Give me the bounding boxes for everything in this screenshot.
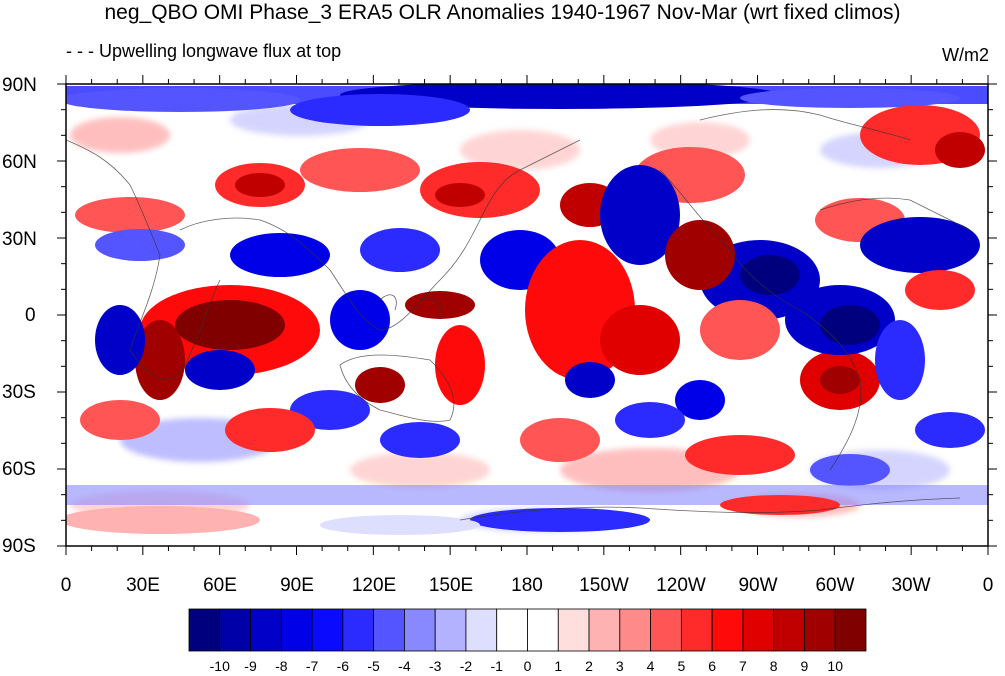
colorbar-swatch bbox=[280, 608, 313, 652]
colorbar-tick-label: -4 bbox=[398, 658, 411, 674]
colorbar-swatch bbox=[804, 608, 836, 652]
colorbar-swatch bbox=[527, 608, 559, 652]
coastlines bbox=[66, 109, 971, 521]
colorbar-tick-label: -9 bbox=[244, 658, 257, 674]
lat-label-60n: 60N bbox=[2, 152, 37, 173]
colorbar-tick-label: -10 bbox=[209, 658, 230, 674]
colorbar-swatch bbox=[250, 608, 282, 652]
colorbar-swatch bbox=[342, 608, 375, 652]
colorbar-swatch bbox=[588, 608, 621, 652]
colorbar-swatch bbox=[557, 608, 590, 652]
lon-label-0: 0 bbox=[60, 575, 72, 596]
lat-label-60s: 60S bbox=[2, 459, 36, 480]
lat-label-30n: 30N bbox=[2, 229, 37, 250]
colorbar-swatch bbox=[834, 608, 867, 652]
anomaly-field bbox=[66, 84, 988, 546]
colorbar-tick-label: 2 bbox=[585, 658, 593, 674]
colorbar-swatch bbox=[219, 608, 251, 652]
colorbar-tick-label: 7 bbox=[739, 658, 747, 674]
colorbar-swatch bbox=[680, 608, 713, 652]
lat-label-30s: 30S bbox=[2, 382, 36, 403]
colorbar-swatch bbox=[404, 608, 436, 652]
colorbar-tick-label: 0 bbox=[523, 658, 532, 674]
lat-label-eq: 0 bbox=[25, 305, 36, 326]
colorbar-swatch bbox=[742, 608, 775, 652]
lon-label-120e: 120E bbox=[351, 575, 397, 596]
colorbar-tick-label: -8 bbox=[275, 658, 288, 674]
colorbar-tick-label: 3 bbox=[615, 658, 624, 674]
colorbar-tick-label: 8 bbox=[769, 658, 778, 674]
colorbar-tick-label: -6 bbox=[336, 658, 350, 674]
lon-label-150e: 150E bbox=[428, 575, 474, 596]
colorbar-swatch bbox=[434, 608, 467, 652]
colorbar-tick-label: -7 bbox=[305, 658, 319, 674]
lon-label-90w: 90W bbox=[738, 575, 778, 596]
colorbar-tick-label: 4 bbox=[646, 658, 655, 674]
colorbar-swatch bbox=[465, 608, 498, 652]
colorbar-swatch bbox=[773, 608, 805, 652]
lon-label-60w: 60W bbox=[815, 575, 855, 596]
colorbar-tick-label: -1 bbox=[490, 658, 503, 674]
colorbar-tick-label: 10 bbox=[827, 658, 844, 674]
plot-title: neg_QBO OMI Phase_3 ERA5 OLR Anomalies 1… bbox=[104, 1, 901, 24]
colorbar-swatch bbox=[619, 608, 651, 652]
lon-label-30e: 30E bbox=[126, 575, 160, 596]
lon-label-30w: 30W bbox=[891, 575, 931, 596]
lon-label-150w: 150W bbox=[579, 575, 629, 596]
colorbar-tick-label: 6 bbox=[708, 658, 717, 674]
colorbar-swatch bbox=[311, 608, 344, 652]
colorbar-tick-label: -3 bbox=[428, 658, 442, 674]
lon-label-180: 180 bbox=[511, 575, 543, 596]
lat-label-90n: 90N bbox=[2, 75, 37, 96]
variable-description: - - - Upwelling longwave flux at top bbox=[66, 41, 342, 61]
lon-label-60e: 60E bbox=[203, 575, 237, 596]
lon-label-0-right: 0 bbox=[982, 575, 994, 596]
colorbar-tick-label: -5 bbox=[367, 658, 380, 674]
colorbar-swatch bbox=[711, 608, 744, 652]
lon-label-90e: 90E bbox=[280, 575, 314, 596]
colorbar-swatch bbox=[188, 608, 221, 652]
colorbar-tick-label: 1 bbox=[554, 658, 563, 674]
colorbar-tick-label: 9 bbox=[800, 658, 809, 674]
colorbar-swatch bbox=[650, 608, 682, 652]
lon-label-120w: 120W bbox=[656, 575, 706, 596]
colorbar-swatch bbox=[373, 608, 405, 652]
colorbar-tick-label: -2 bbox=[459, 658, 473, 674]
colorbar-tick-label: 5 bbox=[677, 658, 686, 674]
colorbar bbox=[188, 608, 867, 652]
colorbar-swatch bbox=[496, 608, 528, 652]
units-label: W/m2 bbox=[942, 45, 989, 65]
lat-label-90s: 90S bbox=[2, 536, 36, 557]
axis-ticks bbox=[57, 75, 997, 555]
